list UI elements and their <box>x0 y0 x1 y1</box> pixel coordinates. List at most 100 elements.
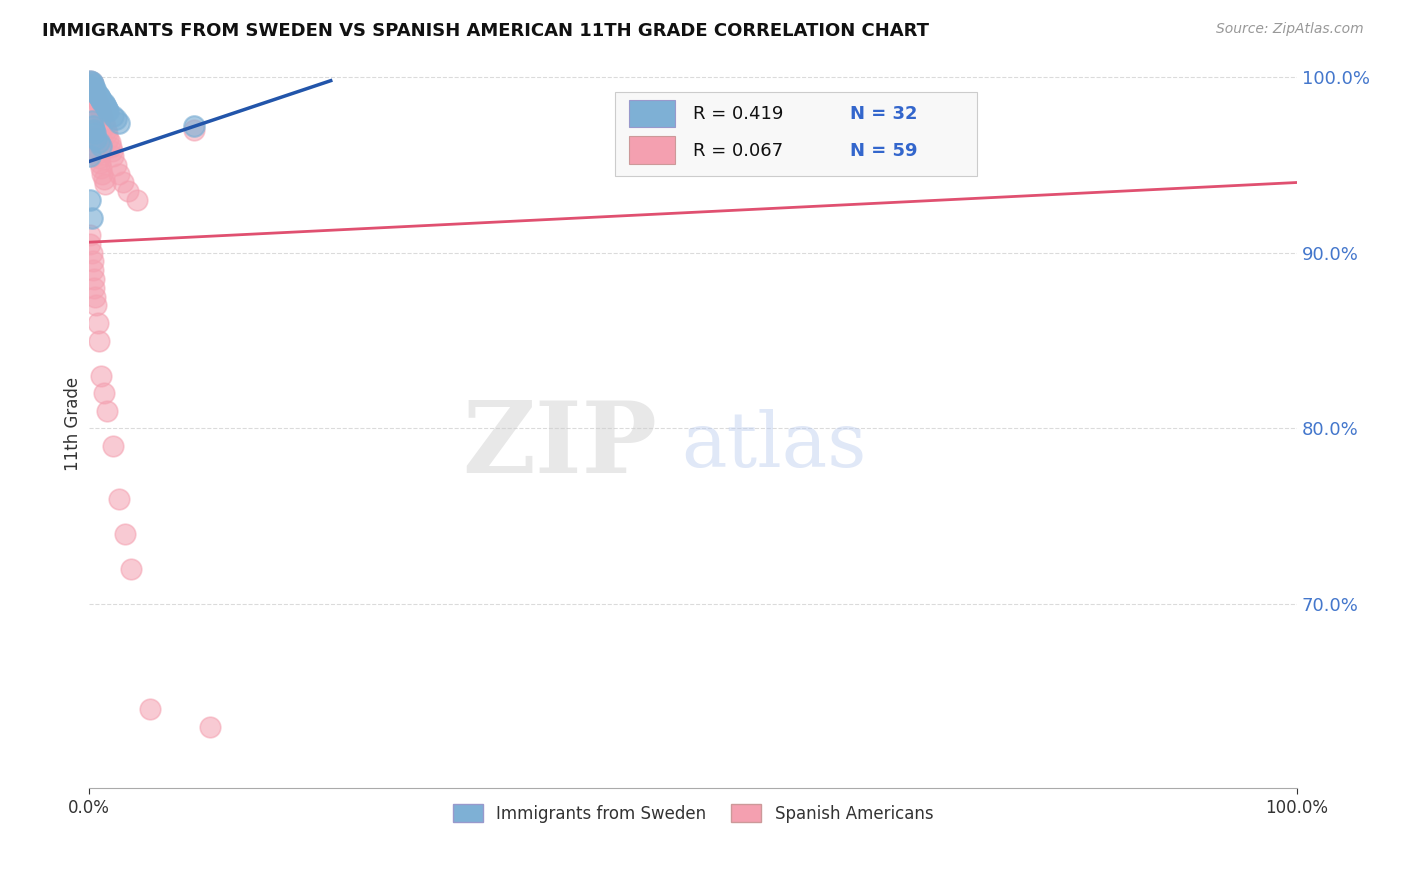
Point <box>89 156 111 170</box>
FancyBboxPatch shape <box>614 93 977 177</box>
Text: R = 0.419: R = 0.419 <box>693 105 783 123</box>
Point <box>90 93 112 107</box>
Point <box>94 178 117 192</box>
Point <box>104 112 127 127</box>
Point <box>79 73 101 87</box>
Text: atlas: atlas <box>681 409 866 483</box>
Point <box>79 193 101 207</box>
Point <box>94 120 117 134</box>
Point <box>96 102 118 116</box>
Point <box>86 131 108 145</box>
Point <box>103 109 125 123</box>
Point <box>86 87 108 102</box>
Point <box>83 80 105 95</box>
Point <box>79 73 101 87</box>
Point <box>93 172 115 186</box>
Point <box>87 98 110 112</box>
Point <box>138 702 160 716</box>
Point <box>83 123 105 137</box>
Point <box>100 140 122 154</box>
Text: IMMIGRANTS FROM SWEDEN VS SPANISH AMERICAN 11TH GRADE CORRELATION CHART: IMMIGRANTS FROM SWEDEN VS SPANISH AMERIC… <box>42 22 929 40</box>
Point <box>86 95 108 109</box>
Point <box>80 75 103 89</box>
Point <box>82 120 104 134</box>
Point <box>86 91 108 105</box>
Point <box>93 96 115 111</box>
Point <box>82 263 104 277</box>
Point <box>91 167 114 181</box>
Point <box>89 91 111 105</box>
Point <box>198 720 221 734</box>
Point <box>108 167 131 181</box>
Point <box>101 144 124 158</box>
Point <box>79 105 101 120</box>
Point <box>79 236 101 251</box>
Text: N = 32: N = 32 <box>851 105 918 123</box>
Point <box>87 151 110 165</box>
Point <box>86 145 108 160</box>
Point <box>90 105 112 120</box>
Point <box>87 135 110 149</box>
Point <box>97 103 120 118</box>
Point <box>120 562 142 576</box>
Point <box>87 334 110 348</box>
Point <box>79 78 101 93</box>
Text: N = 59: N = 59 <box>851 142 918 160</box>
Point <box>91 95 114 109</box>
Point <box>90 138 112 153</box>
Point <box>103 149 125 163</box>
Point <box>183 120 205 134</box>
Point <box>94 98 117 112</box>
Point <box>89 102 111 116</box>
Point <box>82 77 104 91</box>
Point <box>86 298 108 312</box>
Point <box>84 290 107 304</box>
Point <box>86 86 108 100</box>
Text: Source: ZipAtlas.com: Source: ZipAtlas.com <box>1216 22 1364 37</box>
Point <box>83 281 105 295</box>
Point <box>91 109 114 123</box>
Point <box>183 123 205 137</box>
Point <box>94 100 117 114</box>
Point <box>84 82 107 96</box>
Bar <box>628 136 675 164</box>
Point <box>114 526 136 541</box>
Point <box>103 439 125 453</box>
Point <box>97 131 120 145</box>
Point <box>108 491 131 506</box>
Point <box>93 114 115 128</box>
Point <box>80 245 103 260</box>
Point <box>104 158 127 172</box>
Text: R = 0.067: R = 0.067 <box>693 142 783 160</box>
Point <box>82 123 104 137</box>
Point <box>96 126 118 140</box>
Point <box>90 161 112 176</box>
Point <box>80 75 103 89</box>
Point <box>96 403 118 417</box>
Point <box>117 184 139 198</box>
Point <box>82 254 104 268</box>
Point <box>83 129 105 144</box>
Point <box>86 140 108 154</box>
Point <box>83 272 105 286</box>
Point <box>108 116 131 130</box>
Point <box>79 228 101 243</box>
Point <box>80 82 103 96</box>
Point <box>90 368 112 383</box>
Point <box>83 82 105 96</box>
Point <box>93 386 115 401</box>
Text: ZIP: ZIP <box>463 397 657 494</box>
Point <box>111 176 134 190</box>
Point <box>87 89 110 103</box>
Point <box>94 123 117 137</box>
Point <box>84 135 107 149</box>
Point <box>127 193 149 207</box>
Point <box>80 114 103 128</box>
Point <box>79 149 101 163</box>
Point <box>86 316 108 330</box>
Point <box>82 77 104 91</box>
Y-axis label: 11th Grade: 11th Grade <box>65 376 82 471</box>
Point <box>84 126 107 140</box>
Bar <box>628 100 675 128</box>
Point <box>98 135 121 149</box>
